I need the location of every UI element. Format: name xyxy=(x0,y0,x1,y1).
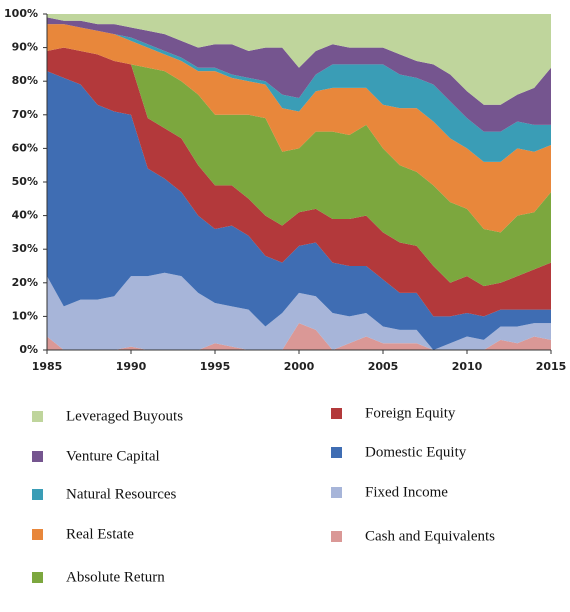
legend-swatch xyxy=(331,447,342,458)
legend-swatch xyxy=(32,489,43,500)
legend-swatch xyxy=(331,531,342,542)
area xyxy=(47,14,551,105)
legend-swatch xyxy=(32,411,43,422)
area xyxy=(47,47,551,317)
x-tick-label: 1990 xyxy=(116,360,147,373)
area xyxy=(47,323,551,350)
legend-swatch xyxy=(32,451,43,462)
area xyxy=(47,71,551,351)
x-tick-label: 1995 xyxy=(200,360,231,373)
y-tick-label: 0% xyxy=(19,343,38,356)
y-tick-label: 100% xyxy=(4,7,38,20)
x-tick-label: 2000 xyxy=(284,360,315,373)
legend-label: Absolute Return xyxy=(66,569,165,585)
legend-label: Fixed Income xyxy=(365,484,448,500)
y-tick-label: 90% xyxy=(12,41,38,54)
area xyxy=(47,47,551,287)
legend-label: Leveraged Buyouts xyxy=(66,408,183,424)
y-tick-label: 10% xyxy=(12,309,38,322)
x-tick-label: 2005 xyxy=(368,360,399,373)
y-tick-label: 80% xyxy=(12,74,38,87)
area xyxy=(47,17,551,132)
y-tick-label: 40% xyxy=(12,209,38,222)
legend-swatch xyxy=(331,487,342,498)
legend-label: Domestic Equity xyxy=(365,444,467,460)
area xyxy=(47,24,551,233)
legend-label: Natural Resources xyxy=(66,486,177,502)
legend-swatch xyxy=(32,529,43,540)
legend-swatch xyxy=(331,408,342,419)
area xyxy=(47,272,551,350)
area xyxy=(47,24,551,162)
y-tick-label: 60% xyxy=(12,141,38,154)
y-tick-label: 70% xyxy=(12,108,38,121)
legend-label: Cash and Equivalents xyxy=(365,528,495,544)
y-tick-label: 50% xyxy=(12,175,38,188)
y-tick-label: 30% xyxy=(12,242,38,255)
x-tick-label: 2010 xyxy=(452,360,483,373)
x-tick-label: 2015 xyxy=(536,360,567,373)
legend-label: Foreign Equity xyxy=(365,405,456,421)
legend-label: Venture Capital xyxy=(66,448,160,464)
legend-swatch xyxy=(32,572,43,583)
legend-label: Real Estate xyxy=(66,526,134,542)
y-tick-label: 20% xyxy=(12,276,38,289)
x-tick-label: 1985 xyxy=(32,360,63,373)
